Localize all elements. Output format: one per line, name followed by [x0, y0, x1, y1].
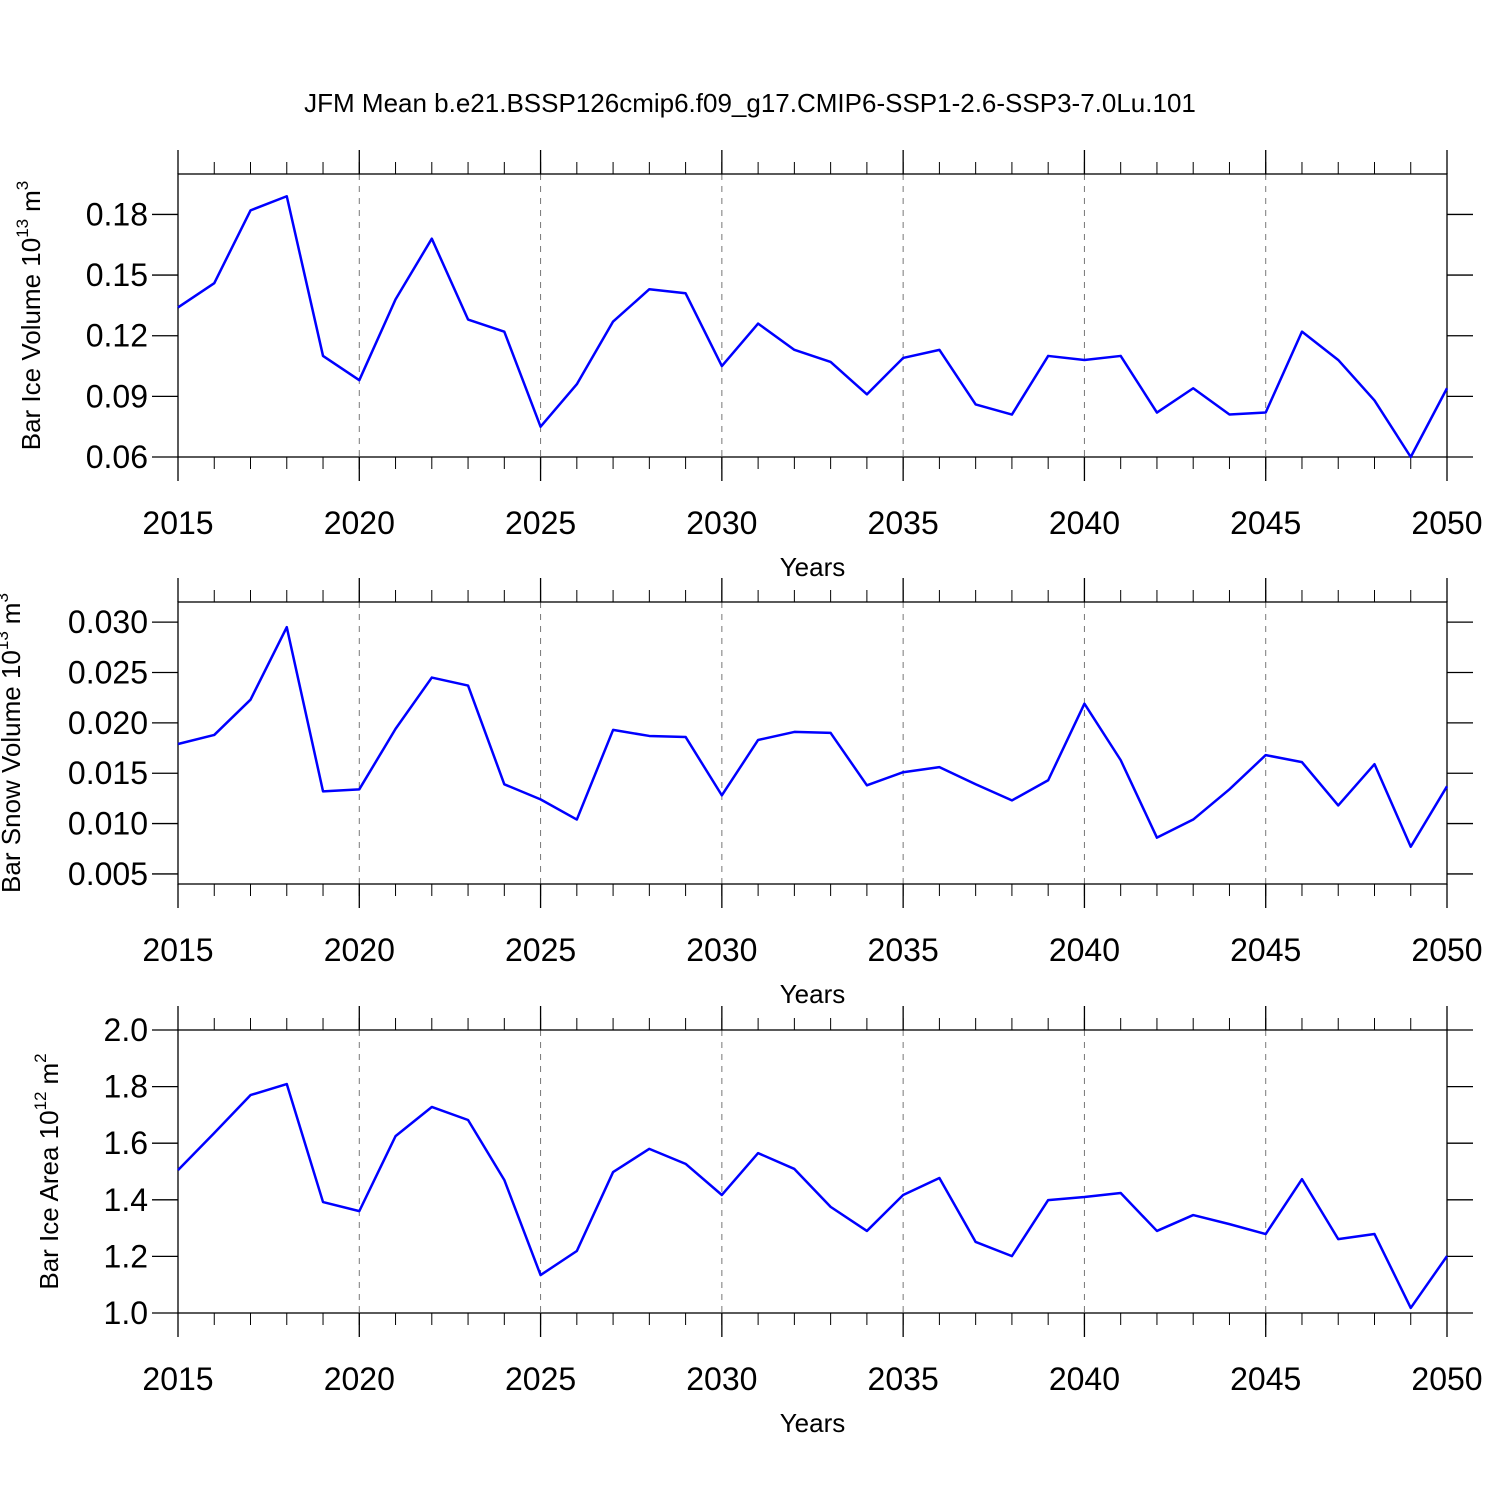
y-axis-label-part: 3	[13, 181, 32, 190]
plot-frame	[177, 1029, 1448, 1314]
x-axis-label: Years	[780, 1408, 846, 1438]
y-tick-label: 0.005	[68, 856, 148, 892]
y-axis-label: Bar Snow Volume 1013 m3	[0, 593, 26, 893]
x-tick-label: 2050	[1411, 1361, 1482, 1397]
x-tick-label: 2025	[505, 932, 576, 968]
y-tick-label: 0.010	[68, 806, 148, 842]
y-axis-label-part: Bar Ice Volume 10	[16, 238, 46, 450]
y-axis-label: Bar Ice Volume 1013 m3	[13, 181, 46, 451]
y-tick-label: 1.4	[104, 1182, 148, 1218]
x-tick-label: 2050	[1411, 932, 1482, 968]
y-axis-label-part: 3	[0, 593, 12, 602]
x-tick-label: 2035	[868, 932, 939, 968]
y-tick-label: 2.0	[104, 1012, 148, 1048]
x-tick-label: 2045	[1230, 1361, 1301, 1397]
y-axis-label-part: Bar Snow Volume 10	[0, 650, 26, 893]
x-tick-label: 2020	[324, 1361, 395, 1397]
x-tick-label: 2050	[1411, 505, 1482, 541]
x-axis-label: Years	[780, 979, 846, 1009]
x-tick-label: 2030	[686, 1361, 757, 1397]
data-line	[177, 194, 1449, 459]
x-tick-label: 2035	[868, 505, 939, 541]
y-tick-label: 0.030	[68, 604, 148, 640]
y-axis-label-part: m	[34, 1063, 64, 1085]
y-axis-label-part: Bar Ice Area 10	[34, 1110, 64, 1289]
y-tick-label: 1.0	[104, 1295, 148, 1331]
y-axis-label-part: 13	[13, 219, 32, 238]
y-tick-label: 1.6	[104, 1125, 148, 1161]
x-axis-label: Years	[780, 552, 846, 582]
data-line	[177, 625, 1449, 848]
y-axis-label-part: m	[0, 603, 26, 625]
x-tick-label: 2015	[142, 932, 213, 968]
y-axis-label-part: 13	[0, 631, 12, 650]
y-tick-label: 0.015	[68, 755, 148, 791]
x-tick-label: 2030	[686, 932, 757, 968]
y-axis-label-part: 12	[31, 1091, 50, 1110]
y-tick-label: 0.025	[68, 655, 148, 691]
data-line	[177, 1082, 1449, 1310]
y-axis-label: Bar Ice Area 1012 m2	[31, 1053, 64, 1289]
x-tick-label: 2040	[1049, 932, 1120, 968]
x-tick-label: 2040	[1049, 1361, 1120, 1397]
y-tick-label: 0.020	[68, 705, 148, 741]
y-tick-label: 0.12	[86, 318, 148, 354]
y-tick-label: 0.06	[86, 439, 148, 475]
x-tick-label: 2045	[1230, 505, 1301, 541]
x-tick-label: 2020	[324, 932, 395, 968]
x-tick-label: 2035	[868, 1361, 939, 1397]
y-axis-label-part: m	[16, 190, 46, 212]
y-tick-label: 1.2	[104, 1238, 148, 1274]
x-tick-label: 2040	[1049, 505, 1120, 541]
x-tick-label: 2045	[1230, 932, 1301, 968]
figure-title: JFM Mean b.e21.BSSP126cmip6.f09_g17.CMIP…	[304, 88, 1196, 118]
x-tick-label: 2030	[686, 505, 757, 541]
y-tick-label: 1.8	[104, 1069, 148, 1105]
x-tick-label: 2020	[324, 505, 395, 541]
x-tick-label: 2025	[505, 1361, 576, 1397]
x-tick-label: 2025	[505, 505, 576, 541]
plot-frame	[177, 173, 1448, 458]
x-tick-label: 2015	[142, 505, 213, 541]
y-tick-label: 0.18	[86, 196, 148, 232]
x-tick-label: 2015	[142, 1361, 213, 1397]
y-axis-label-part: 2	[31, 1053, 50, 1062]
y-tick-label: 0.15	[86, 257, 148, 293]
y-tick-label: 0.09	[86, 378, 148, 414]
